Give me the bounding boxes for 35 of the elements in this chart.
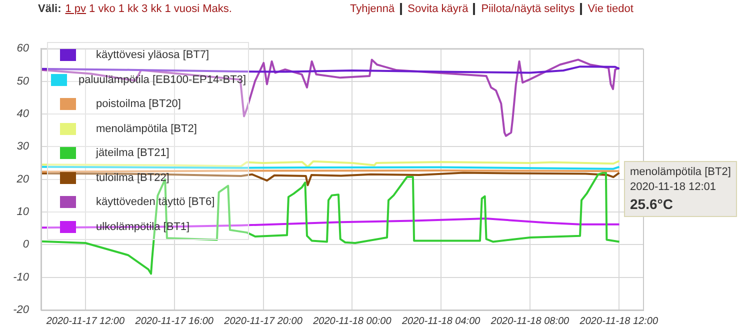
- y-tick-label: 30: [16, 140, 30, 153]
- legend-label: menolämpötila [BT2]: [95, 122, 198, 135]
- x-tick-label: 2020-11-17 20:00: [223, 316, 303, 327]
- text: Väli:: [38, 3, 62, 15]
- x-tick-label: 2020-11-17 12:00: [45, 316, 125, 327]
- x-tick-label: 2020-11-17 16:00: [134, 316, 214, 327]
- text: Piilota/näytä selitys: [481, 3, 582, 15]
- annotation: 25.6°C: [630, 195, 674, 213]
- text: 1 pv: [65, 3, 86, 15]
- text: Tyhjennä: [350, 3, 402, 15]
- y-tick-label: -10: [13, 271, 30, 284]
- legend-label: poistoilma [BT20]: [95, 98, 182, 110]
- y-tick-label: 0: [22, 238, 30, 251]
- y-tick-label: 40: [16, 108, 30, 120]
- text: 1 vko: [89, 3, 116, 15]
- text: 3 kk: [142, 3, 162, 15]
- y-tick-label: -20: [13, 304, 30, 316]
- legend-label: käyttövesi yläosa [BT7]: [95, 49, 210, 62]
- y-tick-label: 50: [16, 75, 30, 88]
- y-tick-label: 20: [16, 173, 30, 186]
- text: Vie tiedot: [588, 3, 634, 15]
- text: 1 vuosi: [164, 3, 200, 15]
- text: Maks.: [202, 3, 232, 15]
- text: 1 kk: [118, 3, 139, 15]
- x-tick-label: 2020-11-18 04:00: [400, 316, 481, 327]
- annotation: menolämpötila [BT2]: [630, 165, 731, 180]
- y-tick-label: 10: [16, 206, 30, 218]
- x-tick-label: 2020-11-18 08:00: [490, 316, 570, 327]
- text: Sovita käyrä: [408, 3, 476, 15]
- y-tick-label: 60: [16, 42, 30, 55]
- annotation: 2020-11-18 12:01: [630, 180, 718, 195]
- x-tick-label: 2020-11-18 12:00: [578, 316, 658, 327]
- legend-label: jäteilma [BT21]: [94, 147, 170, 160]
- legend-label: tuloilma [BT22]: [95, 172, 170, 184]
- x-tick-label: 2020-11-18 00:00: [312, 316, 392, 327]
